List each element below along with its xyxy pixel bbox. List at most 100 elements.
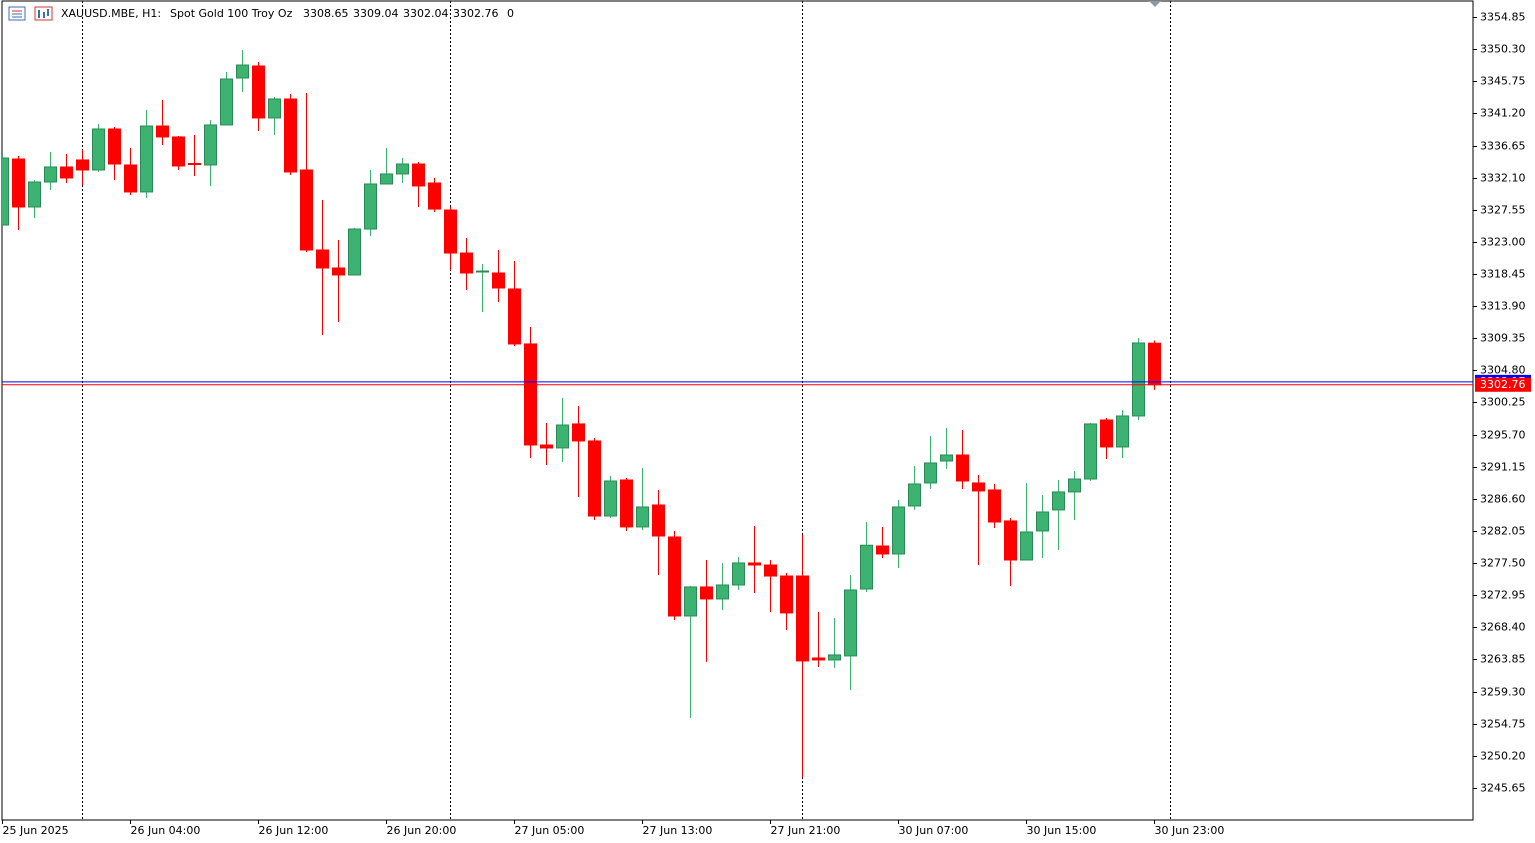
y-tick-label: 3345.75	[1480, 75, 1526, 88]
candle-body	[204, 124, 217, 166]
candle-body	[428, 182, 441, 210]
y-tick-label: 3295.70	[1480, 429, 1526, 442]
candle-body	[268, 98, 281, 119]
x-tick-label: 27 Jun 13:00	[643, 824, 713, 837]
candle-body	[1116, 415, 1129, 448]
symbol-title: XAUUSD.MBE, H1:	[61, 7, 161, 20]
candle-body	[140, 125, 153, 193]
y-tick-label: 3245.65	[1480, 782, 1526, 795]
header-close: 3302.76	[453, 7, 499, 20]
x-tick-label: 26 Jun 04:00	[131, 824, 201, 837]
candle-body	[172, 136, 185, 167]
x-tick-label: 25 Jun 2025	[3, 824, 69, 837]
period-separators	[82, 1, 1171, 820]
y-tick-label: 3277.50	[1480, 557, 1526, 570]
symbol-description: Spot Gold 100 Troy Oz	[170, 7, 293, 20]
candle-body	[396, 163, 409, 175]
candle-body	[2, 157, 9, 226]
candle-body	[940, 454, 953, 462]
candle-body	[956, 454, 969, 482]
candle-body	[908, 483, 921, 507]
candle-body	[156, 125, 169, 138]
shift-marker[interactable]	[1149, 1, 1161, 7]
header-low: 3302.04	[403, 7, 449, 20]
candle-body	[812, 657, 825, 661]
candle-body	[588, 440, 601, 517]
candle-body	[412, 163, 425, 187]
y-tick-label: 3254.75	[1480, 718, 1526, 731]
candle-body	[460, 252, 473, 274]
x-tick-label: 30 Jun 07:00	[899, 824, 969, 837]
candle-body	[492, 272, 505, 289]
candle-body	[540, 444, 553, 449]
y-tick-label: 3300.25	[1480, 396, 1526, 409]
candle-body	[876, 545, 889, 555]
header-open: 3308.65	[303, 7, 349, 20]
candle-body	[1020, 531, 1033, 561]
candle-body	[284, 98, 297, 173]
candle-body	[188, 163, 201, 166]
y-tick-label: 3323.00	[1480, 236, 1526, 249]
candle-body	[444, 209, 457, 254]
candle-body	[316, 249, 329, 269]
candle-body	[380, 173, 393, 185]
y-tick-label: 3350.30	[1480, 43, 1526, 56]
axes: 3354.85 3350.30 3345.75 3341.20 3336.65 3332.…	[2, 11, 1531, 837]
candle-body	[636, 506, 649, 528]
candle-body	[620, 479, 633, 528]
candle-body	[252, 65, 265, 119]
bid-label: 3302.76	[1480, 378, 1526, 391]
y-tick-label: 3272.95	[1480, 589, 1526, 602]
candle-body	[1036, 511, 1049, 532]
candle-body	[1132, 342, 1145, 417]
candle-body	[748, 562, 761, 566]
y-tick-label: 3259.30	[1480, 686, 1526, 699]
candle-body	[972, 482, 985, 492]
candle-body	[764, 564, 777, 577]
candle-body	[76, 159, 89, 171]
x-tick-label: 27 Jun 05:00	[515, 824, 585, 837]
x-tick-label: 26 Jun 12:00	[259, 824, 329, 837]
y-tick-label: 3250.20	[1480, 750, 1526, 763]
candle-body	[828, 654, 841, 661]
x-tick-label: 26 Jun 20:00	[387, 824, 457, 837]
y-tick-label: 3354.85	[1480, 11, 1526, 24]
candle-body	[476, 270, 489, 273]
candle-body	[364, 183, 377, 230]
candle-body	[572, 423, 585, 442]
candle-body	[668, 536, 681, 617]
candle-body	[28, 181, 41, 208]
candle-body	[652, 504, 665, 537]
x-tick-label: 30 Jun 23:00	[1155, 824, 1225, 837]
candle-body	[1068, 478, 1081, 493]
header: XAUUSD.MBE, H1: Spot Gold 100 Troy Oz 33…	[8, 6, 514, 21]
candle-body	[604, 480, 617, 517]
y-tick-label: 3341.20	[1480, 107, 1526, 120]
candle-body	[300, 169, 313, 251]
y-tick-label: 3304.80	[1480, 364, 1526, 377]
candle-body	[732, 562, 745, 586]
candles	[2, 49, 1473, 777]
y-tick-label: 3286.60	[1480, 493, 1526, 506]
candle-body	[108, 128, 121, 165]
candle-body	[124, 164, 137, 193]
y-tick-label: 3332.10	[1480, 172, 1526, 185]
y-tick-label: 3268.40	[1480, 621, 1526, 634]
header-high: 3309.04	[353, 7, 399, 20]
candle-body	[1004, 520, 1017, 561]
candle-body	[860, 544, 873, 590]
y-tick-label: 3318.45	[1480, 268, 1526, 281]
candle-body	[92, 128, 105, 171]
candle-body	[556, 424, 569, 449]
candle-body	[348, 228, 361, 276]
candle-body	[892, 506, 905, 555]
x-tick-label: 30 Jun 15:00	[1027, 824, 1097, 837]
candle-body	[684, 586, 697, 617]
y-tick-label: 3336.65	[1480, 140, 1526, 153]
candle-body	[524, 343, 537, 446]
header-volume: 0	[507, 7, 514, 20]
x-tick-label: 27 Jun 21:00	[771, 824, 841, 837]
candle-body	[1148, 342, 1161, 386]
plot-frame	[1, 0, 1474, 821]
